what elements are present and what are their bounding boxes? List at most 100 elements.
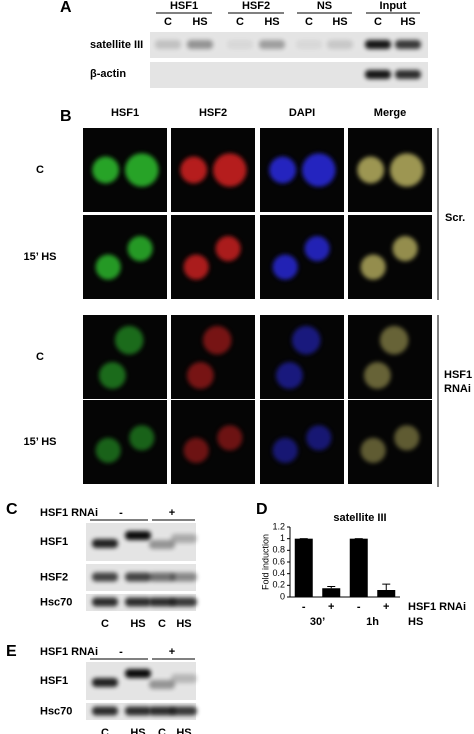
lane-label: HS xyxy=(264,16,279,28)
micrograph xyxy=(348,215,432,299)
column-header: HSF1 xyxy=(170,0,198,12)
treatment-label: HSF1 RNAi xyxy=(40,507,98,519)
nucleus xyxy=(379,325,409,355)
lane-label: C xyxy=(158,618,166,630)
band xyxy=(149,706,175,716)
band xyxy=(187,40,213,49)
error-bar xyxy=(327,586,336,589)
column-header: HSF1 xyxy=(111,107,139,119)
treatment: + xyxy=(169,646,175,658)
band xyxy=(125,572,151,582)
lane-label: C xyxy=(236,16,244,28)
panel-label: A xyxy=(60,0,72,16)
column-header: NS xyxy=(317,0,332,12)
band xyxy=(155,40,181,49)
band xyxy=(171,706,197,716)
nucleus xyxy=(180,156,208,184)
nucleus xyxy=(269,156,297,184)
nucleus xyxy=(127,236,153,262)
nucleus xyxy=(95,437,121,463)
treatment: - xyxy=(119,646,123,658)
lane-label: HS xyxy=(400,16,415,28)
row-label: HSF2 xyxy=(40,571,68,583)
x-tick-label: + xyxy=(328,601,334,613)
band xyxy=(92,597,118,607)
nucleus xyxy=(302,153,336,187)
band xyxy=(259,40,285,49)
error-bar xyxy=(382,583,391,590)
y-tick-label: 0.8 xyxy=(272,545,285,555)
x-tick-label: - xyxy=(302,601,306,613)
row-label: HSF1 xyxy=(40,675,68,687)
column-header: Merge xyxy=(374,107,406,119)
nucleus xyxy=(217,425,243,451)
micrograph xyxy=(171,215,255,299)
nucleus xyxy=(306,425,332,451)
band xyxy=(92,706,118,716)
lane-label: HS xyxy=(130,618,145,630)
band xyxy=(171,572,197,582)
micrograph xyxy=(83,215,167,299)
nucleus xyxy=(202,325,232,355)
x-tick-label: + xyxy=(383,601,389,613)
column-header: Input xyxy=(380,0,407,12)
bar xyxy=(349,538,368,597)
band xyxy=(125,597,151,607)
lane-label: HS xyxy=(192,16,207,28)
band xyxy=(149,572,175,582)
lane-label: HS xyxy=(176,618,191,630)
band xyxy=(296,40,322,49)
column-header: HSF2 xyxy=(199,107,227,119)
micrograph xyxy=(171,400,255,484)
row-label: Hsc70 xyxy=(40,596,72,608)
band xyxy=(149,540,175,549)
band xyxy=(327,40,353,49)
panel-label: E xyxy=(6,643,17,660)
nucleus xyxy=(304,236,330,262)
y-tick-label: 1 xyxy=(280,533,285,543)
y-tick-label: 0.4 xyxy=(272,568,285,578)
band xyxy=(92,678,118,687)
y-tick-label: 0 xyxy=(280,591,285,601)
nucleus xyxy=(357,156,385,184)
micrograph xyxy=(83,400,167,484)
band xyxy=(171,534,197,543)
chart-title: satellite III xyxy=(333,512,386,524)
nucleus xyxy=(215,236,241,262)
group-label: 1h xyxy=(366,616,379,628)
lane-label: HS xyxy=(130,727,145,734)
nucleus xyxy=(360,437,386,463)
group-label: HSF1 RNAi xyxy=(444,369,473,395)
band xyxy=(92,572,118,582)
nucleus xyxy=(360,254,386,280)
nucleus xyxy=(291,325,321,355)
band xyxy=(171,674,197,683)
y-tick-label: 0.2 xyxy=(272,580,285,590)
lane-label: C xyxy=(158,727,166,734)
treatment: + xyxy=(169,507,175,519)
band xyxy=(227,40,253,49)
treatment-label: HSF1 RNAi xyxy=(40,646,98,658)
nucleus xyxy=(390,153,424,187)
category-axis-label: HSF1 RNAi xyxy=(408,601,466,613)
x-tick-label: - xyxy=(357,601,361,613)
nucleus xyxy=(183,437,209,463)
nucleus xyxy=(394,425,420,451)
band xyxy=(125,531,151,540)
micrograph xyxy=(260,400,344,484)
column-header: DAPI xyxy=(289,107,315,119)
panel-label: C xyxy=(6,501,18,518)
group-axis-label: HS xyxy=(408,616,423,628)
row-label: Hsc70 xyxy=(40,705,72,717)
nucleus xyxy=(272,437,298,463)
lane-label: C xyxy=(305,16,313,28)
nucleus xyxy=(213,153,247,187)
row-label: C xyxy=(36,351,44,363)
nucleus xyxy=(272,254,298,280)
bar xyxy=(377,590,396,597)
nucleus xyxy=(183,254,209,280)
nucleus xyxy=(363,362,391,389)
bar xyxy=(294,538,313,597)
row-label: C xyxy=(36,164,44,176)
